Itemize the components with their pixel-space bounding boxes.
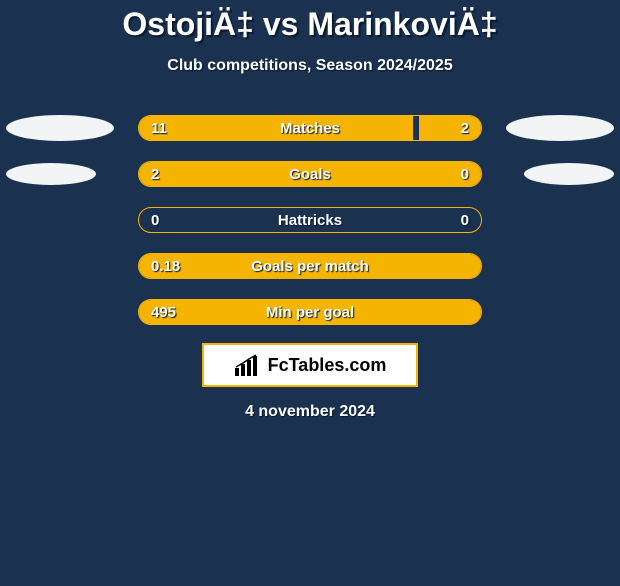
- stat-value-left: 0: [151, 208, 159, 232]
- stat-row: Goals2 0: [0, 151, 620, 197]
- stat-bar: Matches11 2: [138, 115, 482, 141]
- stat-value-left: 11: [151, 116, 167, 140]
- side-ellipse-right: [506, 115, 614, 141]
- chart-icon: [234, 354, 262, 376]
- side-ellipse-right: [524, 163, 614, 185]
- page-title: OstojiÄ‡ vs MarinkoviÄ‡: [0, 6, 620, 43]
- stat-label: Hattricks: [139, 208, 481, 232]
- stat-label: Matches: [139, 116, 481, 140]
- stat-row: Goals per match0.18: [0, 243, 620, 289]
- stat-bar: Goals per match0.18: [138, 253, 482, 279]
- side-ellipse-left: [6, 163, 96, 185]
- stat-label: Goals per match: [139, 254, 481, 278]
- subtitle: Club competitions, Season 2024/2025: [0, 57, 620, 75]
- stat-row: Min per goal495: [0, 289, 620, 335]
- stat-row: Matches11 2: [0, 105, 620, 151]
- side-ellipse-left: [6, 115, 114, 141]
- stat-value-right: 2: [461, 116, 469, 140]
- stat-value-right: 0: [461, 162, 469, 186]
- stat-label: Goals: [139, 162, 481, 186]
- stat-row: Hattricks0 0: [0, 197, 620, 243]
- stat-label: Min per goal: [139, 300, 481, 324]
- attribution-box: FcTables.com: [202, 343, 418, 387]
- attribution-text: FcTables.com: [268, 355, 387, 376]
- stat-bar: Hattricks0 0: [138, 207, 482, 233]
- stat-value-right: 0: [461, 208, 469, 232]
- stats-container: Matches112Goals20Hattricks00Goals per ma…: [0, 105, 620, 335]
- stat-bar: Min per goal495: [138, 299, 482, 325]
- stat-value-left: 2: [151, 162, 159, 186]
- stat-bar: Goals2 0: [138, 161, 482, 187]
- stat-value-left: 0.18: [151, 254, 180, 278]
- stat-value-left: 495: [151, 300, 176, 324]
- date-text: 4 november 2024: [0, 403, 620, 421]
